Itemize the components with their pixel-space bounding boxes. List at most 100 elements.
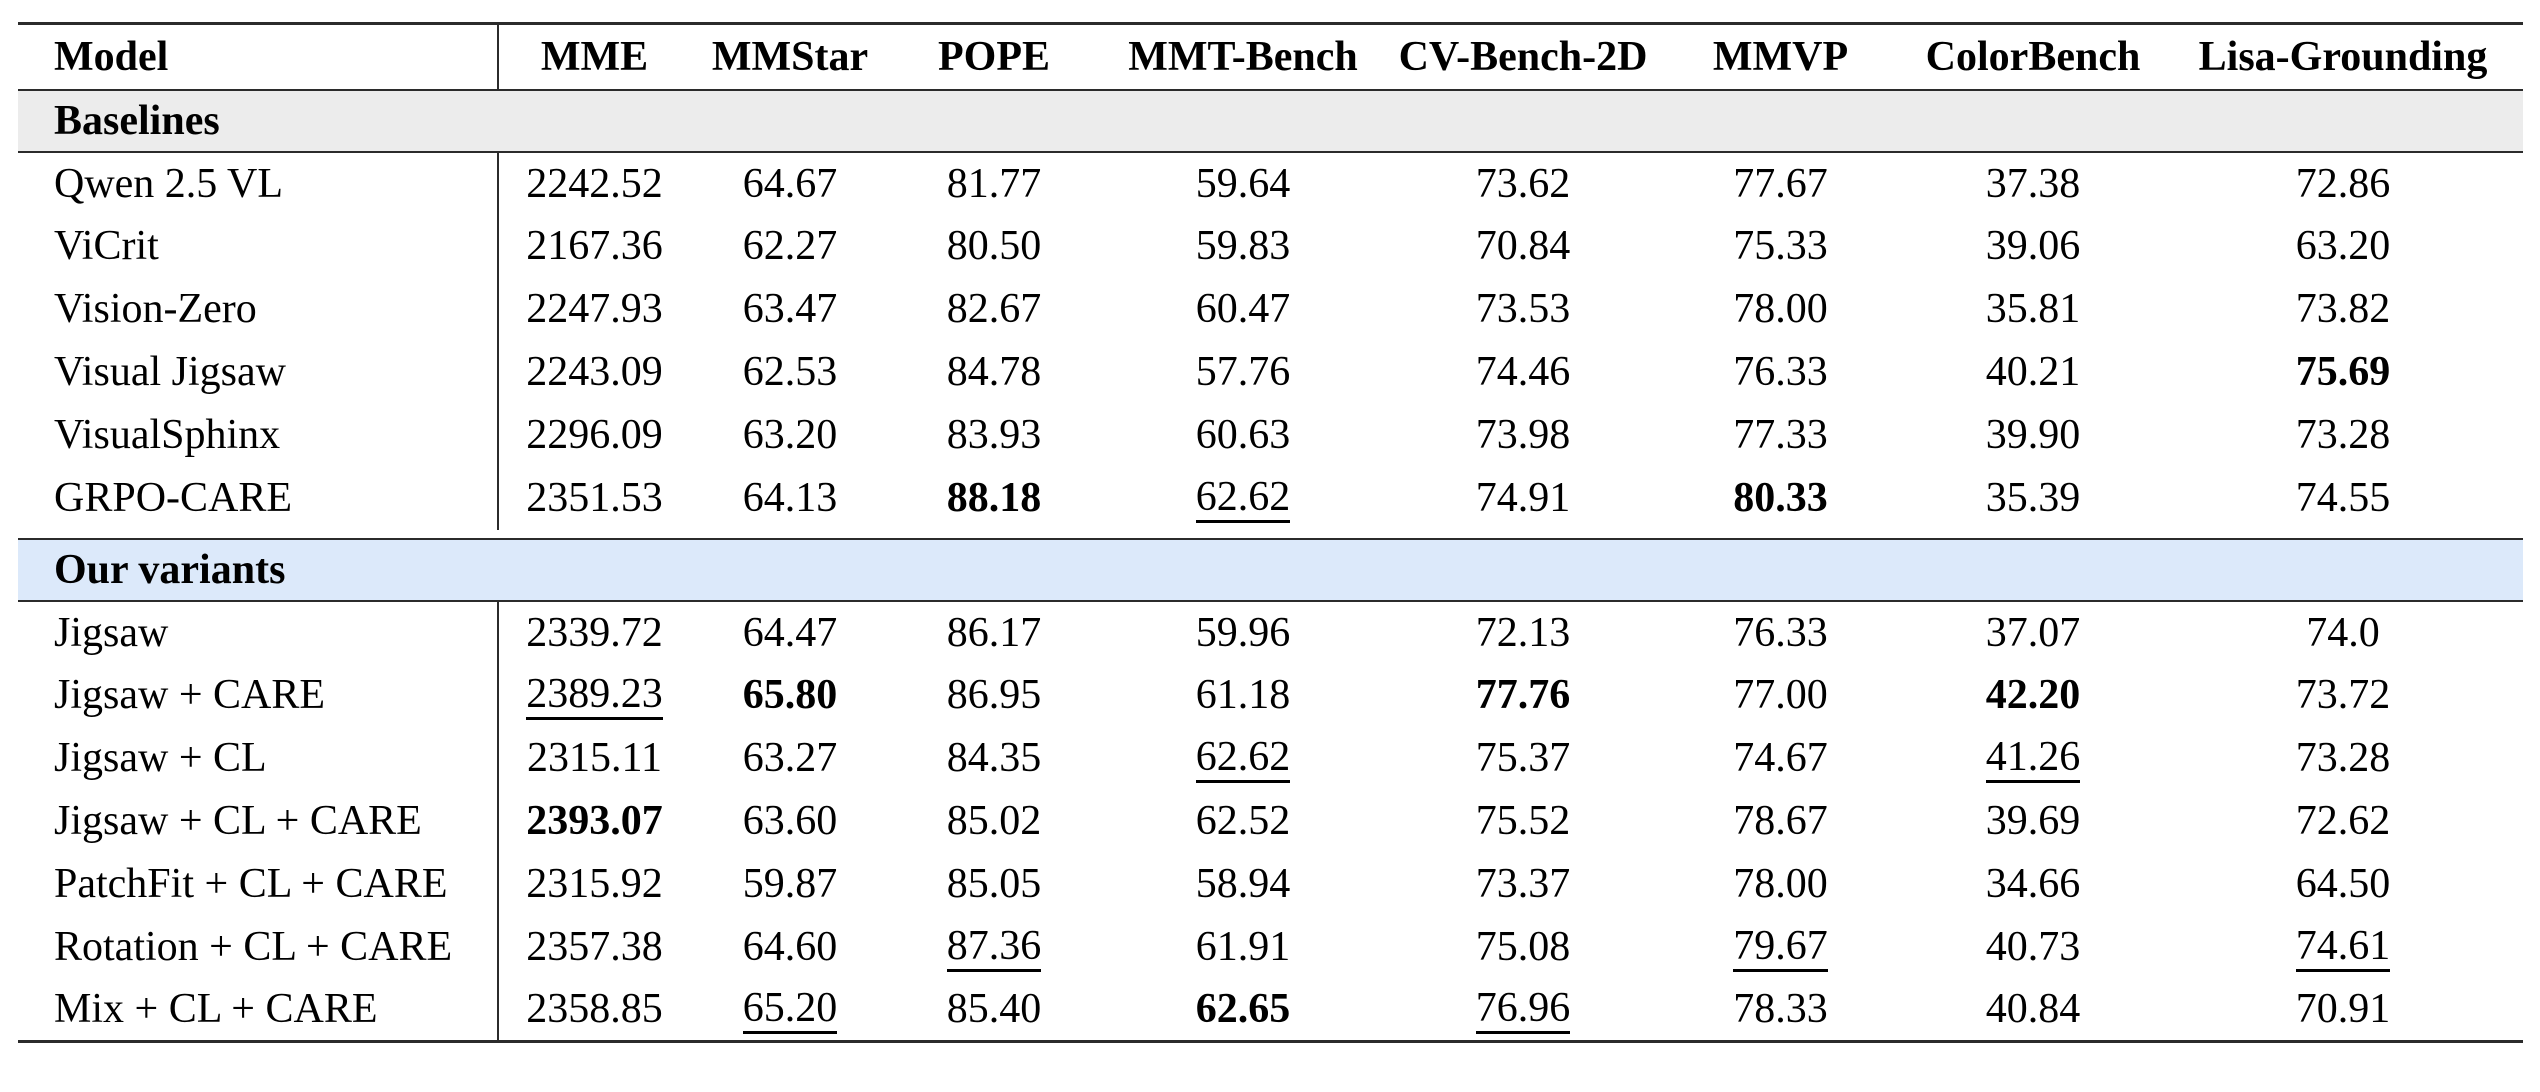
value-cell: 2339.72 xyxy=(526,609,663,656)
section-label: Our variants xyxy=(18,538,2523,601)
header-row: Model MME MMStar POPE MMT-Bench CV-Bench… xyxy=(18,23,2523,90)
table-row: Jigsaw + CL 2315.11 63.27 84.35 62.62 75.37 74… xyxy=(18,726,2523,790)
value-cell: 75.37 xyxy=(1475,735,1571,781)
value-cell: 64.47 xyxy=(742,609,838,656)
value-cell: 39.06 xyxy=(1985,223,2081,269)
col-header-model: Model xyxy=(18,23,499,90)
best-value: 62.65 xyxy=(1195,986,1291,1033)
value-cell: 77.33 xyxy=(1733,412,1828,458)
value-cell: 41.26 xyxy=(1903,727,2163,790)
value-cell: 76.96 xyxy=(1388,979,1658,1042)
value-cell: 88.18 xyxy=(890,467,1098,530)
table-row: PatchFit + CL + CARE 2315.92 59.87 85.05 58.… xyxy=(18,852,2523,916)
value-cell: 70.84 xyxy=(1475,223,1571,269)
value-cell: 76.33 xyxy=(1733,609,1828,656)
value-cell: 83.93 xyxy=(946,412,1042,458)
value-cell: 85.05 xyxy=(946,861,1042,907)
value-cell: 64.67 xyxy=(742,160,838,207)
value-cell: 73.82 xyxy=(2295,286,2391,332)
col-header-cv-bench-2d: CV-Bench-2D xyxy=(1398,33,1648,80)
value-cell: 80.33 xyxy=(1658,467,1903,530)
value-cell: 78.67 xyxy=(1733,798,1828,844)
value-cell: 85.40 xyxy=(946,986,1042,1033)
benchmark-results-table: Model MME MMStar POPE MMT-Bench CV-Bench… xyxy=(18,22,2523,1043)
col-header-mmt-bench: MMT-Bench xyxy=(1128,33,1358,80)
value-cell: 35.39 xyxy=(1985,475,2081,521)
value-cell: 75.69 xyxy=(2163,341,2523,404)
value-cell: 58.94 xyxy=(1195,861,1291,907)
value-cell: 63.47 xyxy=(742,286,838,332)
value-cell: 79.67 xyxy=(1658,916,1903,979)
value-cell: 63.60 xyxy=(742,798,838,844)
value-cell: 80.50 xyxy=(946,223,1042,269)
value-cell: 74.91 xyxy=(1475,475,1571,521)
value-cell: 74.67 xyxy=(1733,735,1828,781)
value-cell: 78.00 xyxy=(1733,286,1828,332)
table-row: Rotation + CL + CARE 2357.38 64.60 87.36 61.… xyxy=(18,915,2523,979)
value-cell: 62.62 xyxy=(1098,727,1388,790)
section-divider xyxy=(18,529,2523,540)
value-cell: 62.53 xyxy=(742,349,838,395)
col-header-pope: POPE xyxy=(938,33,1050,80)
value-cell: 63.20 xyxy=(2295,223,2391,269)
second-best-value: 2389.23 xyxy=(526,673,663,720)
value-cell: 59.96 xyxy=(1195,609,1291,656)
table-row: GRPO-CARE 2351.53 64.13 88.18 62.62 74.91 80.3… xyxy=(18,466,2523,530)
value-cell: 63.27 xyxy=(742,735,838,781)
value-cell: 37.07 xyxy=(1985,609,2081,656)
value-cell: 87.36 xyxy=(890,916,1098,979)
value-cell: 86.95 xyxy=(946,672,1042,718)
value-cell: 39.69 xyxy=(1985,798,2081,844)
value-cell: 85.02 xyxy=(946,798,1042,844)
model-name: GRPO-CARE xyxy=(18,466,499,530)
table-row: ViCrit 2167.36 62.27 80.50 59.83 70.84 75.33 39… xyxy=(18,214,2523,278)
value-cell: 62.62 xyxy=(1098,467,1388,530)
value-cell: 2357.38 xyxy=(526,924,663,970)
value-cell: 75.08 xyxy=(1475,924,1571,970)
value-cell: 2393.07 xyxy=(498,790,690,853)
value-cell: 61.91 xyxy=(1195,924,1291,970)
section-label: Baselines xyxy=(18,89,2523,152)
value-cell: 2389.23 xyxy=(498,664,690,727)
table-row: VisualSphinx 2296.09 63.20 83.93 60.63 73.98 7… xyxy=(18,403,2523,467)
value-cell: 78.00 xyxy=(1733,861,1828,907)
value-cell: 82.67 xyxy=(946,286,1042,332)
value-cell: 72.13 xyxy=(1475,609,1571,656)
model-name: Jigsaw + CARE xyxy=(18,663,499,727)
value-cell: 78.33 xyxy=(1733,986,1828,1033)
value-cell: 60.47 xyxy=(1195,286,1291,332)
second-best-value: 87.36 xyxy=(946,925,1042,972)
value-cell: 81.77 xyxy=(946,160,1042,207)
table-row: Mix + CL + CARE 2358.85 65.20 85.40 62.65 76.… xyxy=(18,978,2523,1042)
best-value: 42.20 xyxy=(1985,672,2081,718)
table-row: Visual Jigsaw 2243.09 62.53 84.78 57.76 74.46… xyxy=(18,340,2523,404)
value-cell: 74.55 xyxy=(2295,475,2391,521)
best-value: 65.80 xyxy=(742,672,838,718)
value-cell: 39.90 xyxy=(1985,412,2081,458)
col-header-colorbench: ColorBench xyxy=(1925,33,2141,80)
model-name: Vision-Zero xyxy=(18,277,499,341)
col-header-mme: MME xyxy=(540,33,649,80)
model-name: Jigsaw + CL + CARE xyxy=(18,789,499,853)
value-cell: 74.46 xyxy=(1475,349,1571,395)
value-cell: 72.62 xyxy=(2295,798,2391,844)
value-cell: 60.63 xyxy=(1195,412,1291,458)
value-cell: 77.67 xyxy=(1733,160,1828,207)
value-cell: 62.27 xyxy=(742,223,838,269)
col-header-mmstar: MMStar xyxy=(711,33,869,80)
value-cell: 2358.85 xyxy=(526,986,663,1033)
value-cell: 76.33 xyxy=(1733,349,1828,395)
best-value: 88.18 xyxy=(946,475,1042,521)
second-best-value: 41.26 xyxy=(1985,736,2081,783)
value-cell: 40.21 xyxy=(1985,349,2081,395)
best-value: 2393.07 xyxy=(526,798,663,844)
value-cell: 62.52 xyxy=(1195,798,1291,844)
value-cell: 73.37 xyxy=(1475,861,1571,907)
value-cell: 2351.53 xyxy=(526,475,663,521)
value-cell: 2296.09 xyxy=(526,412,663,458)
value-cell: 62.65 xyxy=(1098,979,1388,1042)
value-cell: 40.73 xyxy=(1985,924,2081,970)
value-cell: 86.17 xyxy=(946,609,1042,656)
value-cell: 2167.36 xyxy=(526,223,663,269)
second-best-value: 62.62 xyxy=(1195,476,1291,523)
